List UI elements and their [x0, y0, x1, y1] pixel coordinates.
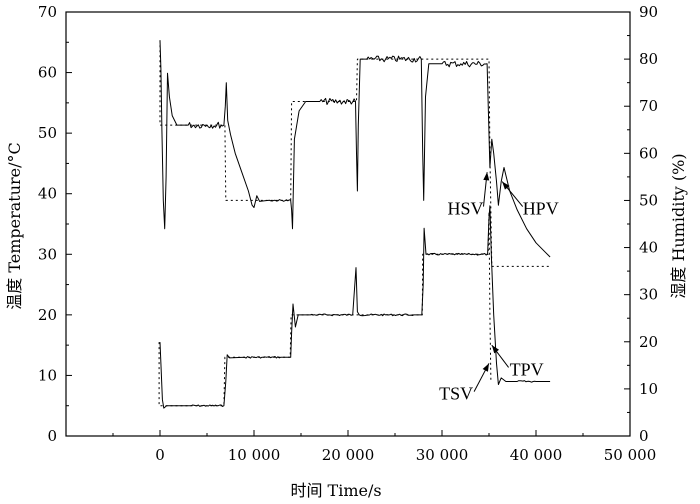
- y-right-tick-label: 0: [639, 427, 649, 445]
- x-axis-title: 时间 Time/s: [290, 481, 381, 500]
- y-right-tick-label: 50: [639, 191, 658, 209]
- y-left-tick-label: 50: [38, 124, 57, 142]
- annotation-arrow-head: [482, 363, 489, 372]
- annotation-arrow-head: [491, 345, 500, 354]
- annotation-tsv: TSV: [439, 384, 473, 404]
- annotation-tpv: TPV: [510, 359, 544, 379]
- y-right-tick-label: 70: [639, 97, 658, 115]
- x-tick-label: 0: [155, 446, 165, 464]
- annotation-hsv: HSV: [447, 199, 483, 219]
- y-right-tick-label: 20: [639, 333, 658, 351]
- y-right-tick-label: 80: [639, 50, 658, 68]
- y-right-tick-label: 40: [639, 239, 658, 257]
- annotation-arrow-head: [483, 172, 490, 181]
- temperature-setpoint-line: [158, 211, 492, 407]
- annotation-arrow-head: [502, 181, 510, 190]
- y-right-tick-label: 10: [639, 380, 658, 398]
- y-left-tick-label: 10: [38, 366, 57, 384]
- y-left-tick-label: 70: [38, 3, 57, 21]
- humidity-setpoint-line: [159, 40, 551, 267]
- temperature-measured-line: [159, 205, 551, 409]
- y-right-tick-label: 30: [639, 286, 658, 304]
- annotation-layer: HSV HPV TSV TPV: [439, 172, 559, 404]
- y-left-tick-label: 20: [38, 306, 57, 324]
- annotation-hpv: HPV: [523, 199, 559, 219]
- y-left-tick-label: 40: [38, 185, 57, 203]
- series-layer: [158, 40, 551, 409]
- plot-frame: [65, 11, 631, 437]
- y-left-tick-label: 60: [38, 64, 57, 82]
- y-axis-left-title: 温度 Temperature/°C: [5, 142, 24, 310]
- x-tick-label: 40 000: [510, 446, 563, 464]
- y-axis-right-title: 湿度 Humidity (%): [669, 153, 688, 298]
- y-right-tick-label: 60: [639, 144, 658, 162]
- humidity-measured-line: [159, 40, 551, 258]
- x-tick-label: 50 000: [604, 446, 657, 464]
- y-left-tick-label: 0: [47, 427, 57, 445]
- y-right-tick-label: 90: [639, 3, 658, 21]
- x-tick-label: 20 000: [322, 446, 375, 464]
- x-tick-label: 10 000: [228, 446, 281, 464]
- y-left-tick-label: 30: [38, 245, 57, 263]
- ticks-layer: 0 10 000 20 000 30 000 40 000 50 000010203040…: [38, 3, 658, 464]
- x-tick-label: 30 000: [416, 446, 469, 464]
